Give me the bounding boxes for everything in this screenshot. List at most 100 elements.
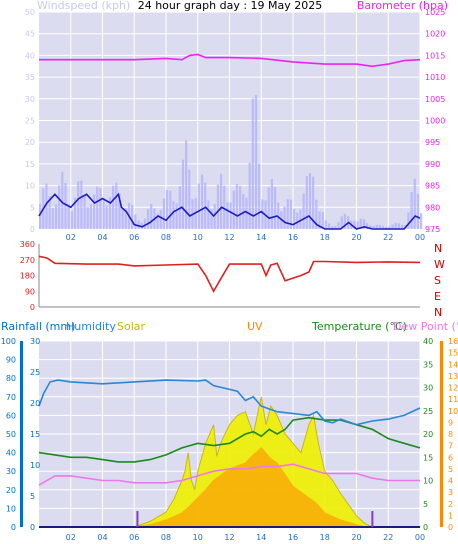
wind-gust-bar — [334, 226, 337, 229]
barometer-tick-label: 1025 — [425, 8, 445, 17]
wind-gust-bar — [315, 199, 318, 229]
wind-tick-label: 10 — [25, 182, 35, 191]
uv-tick-label: 4 — [448, 477, 453, 486]
uv-tick-label: 3 — [448, 488, 453, 497]
weather-x-tick-label: 06 — [129, 533, 139, 542]
uv-tick-label: 13 — [448, 372, 458, 381]
wind-gust-bar — [105, 205, 108, 229]
uv-area — [39, 447, 420, 528]
wind-gust-bar — [118, 193, 121, 229]
uv-tick-label: 2 — [448, 500, 453, 509]
uv-tick-label: 7 — [448, 442, 453, 451]
wind-gust-bar — [302, 193, 305, 229]
wind-gust-bar — [321, 211, 324, 229]
barometer-tick-label: 1015 — [425, 51, 445, 60]
wind-gust-bar — [397, 223, 400, 229]
wind-gust-bar — [413, 178, 416, 229]
barometer-tick-label: 980 — [425, 203, 440, 212]
uv-tick-label: 14 — [448, 360, 458, 369]
wind-gust-bar — [388, 226, 391, 229]
wind-gust-bar — [356, 221, 359, 229]
wind-gust-bar — [343, 213, 346, 229]
humidity-tick-label: 90 — [6, 356, 16, 365]
temperature-tick-label: 20 — [423, 430, 433, 439]
wind-tick-label: 30 — [25, 95, 35, 104]
barometer-tick-label: 975 — [425, 225, 440, 234]
weather-x-tick-label: 00 — [415, 533, 425, 542]
barometer-tick-label: 990 — [425, 160, 440, 169]
wind-gust-bar — [169, 190, 172, 229]
wind-gust-bar — [112, 185, 115, 229]
wind-series — [38, 53, 423, 230]
wind-gust-bar — [242, 193, 245, 229]
grid-lines — [20, 11, 443, 528]
wind-gust-bar — [254, 95, 258, 229]
wind-tick-label: 5 — [30, 203, 35, 212]
wind-x-tick-label: 06 — [129, 233, 139, 242]
direction-series — [38, 255, 421, 293]
wind-gust-bar — [378, 224, 381, 229]
rainfall-axis-bar — [20, 341, 23, 527]
uv-axis-bar — [440, 341, 443, 527]
wind-gust-bar — [124, 208, 127, 229]
wind-gust-bar — [416, 193, 420, 229]
wind-gust-bar — [108, 197, 112, 229]
wind-gust-bar — [45, 183, 48, 229]
wind-gust-bar — [207, 200, 210, 229]
temperature-tick-label: 15 — [423, 453, 433, 462]
uv-tick-label: 6 — [448, 453, 453, 462]
wind-gust-bar — [394, 222, 397, 229]
uv-tick-label: 15 — [448, 349, 458, 358]
rainfall-tick-label: 15 — [30, 430, 40, 439]
wind-gust-bar — [159, 210, 162, 229]
wind-x-tick-label: 14 — [256, 233, 266, 242]
wind-gust-bar — [181, 159, 185, 229]
wind-gust-bar — [245, 197, 248, 229]
barometer-legend: Barometer (hpa) — [357, 0, 448, 12]
barometer-tick-label: 995 — [425, 138, 440, 147]
uv-tick-label: 1 — [448, 511, 453, 520]
weather-x-tick-label: 20 — [351, 533, 361, 542]
wind-gust-bar — [89, 204, 92, 229]
direction-tick-label: 360 — [20, 240, 35, 249]
wind-gust-bar — [61, 171, 64, 229]
barometer-tick-label: 1000 — [425, 117, 445, 126]
wind-gust-bar — [407, 212, 410, 229]
wind-gust-bar — [188, 169, 191, 229]
rainfall-tick-label: 25 — [30, 368, 40, 377]
barometer-tick-label: 985 — [425, 182, 440, 191]
wind-gust-bar — [248, 162, 251, 229]
weather-x-tick-label: 12 — [224, 533, 234, 542]
wind-gust-bar — [251, 98, 254, 229]
wind-gust-bar — [99, 187, 102, 229]
weather-x-tick-label: 14 — [256, 533, 266, 542]
weather-x-tick-label: 22 — [383, 533, 393, 542]
rainfall-legend: Rainfall (mm) — [1, 320, 75, 333]
uv-tick-label: 12 — [448, 384, 458, 393]
humidity-tick-label: 100 — [1, 337, 16, 346]
wind-gust-bar — [273, 186, 277, 229]
wind-x-tick-label: 16 — [288, 233, 298, 242]
wind-gust-bar — [239, 185, 242, 229]
wind-gust-bar — [375, 224, 378, 229]
wind-gust-bar — [232, 190, 235, 229]
wind-tick-label: 35 — [25, 73, 35, 82]
wind-x-tick-label: 20 — [351, 233, 361, 242]
wind-gust-bar — [143, 218, 146, 229]
weather-series — [38, 379, 421, 528]
humidity-tick-label: 40 — [6, 449, 16, 458]
wind-gust-bar — [369, 225, 372, 229]
wind-gust-bar — [92, 194, 96, 229]
barometer-tick-label: 1020 — [425, 30, 445, 39]
wind-gust-bar — [400, 224, 404, 229]
humidity-tick-label: 80 — [6, 374, 16, 383]
wind-gust-bar — [270, 179, 273, 229]
wind-gust-bar — [175, 203, 178, 229]
wind-gust-bar — [64, 183, 67, 229]
wind-gust-bar — [410, 191, 413, 229]
wind-gust-bar — [121, 208, 124, 229]
weather-x-tick-label: 04 — [97, 533, 107, 542]
temperature-tick-label: 5 — [423, 500, 428, 509]
humidity-tick-label: 60 — [6, 411, 16, 420]
